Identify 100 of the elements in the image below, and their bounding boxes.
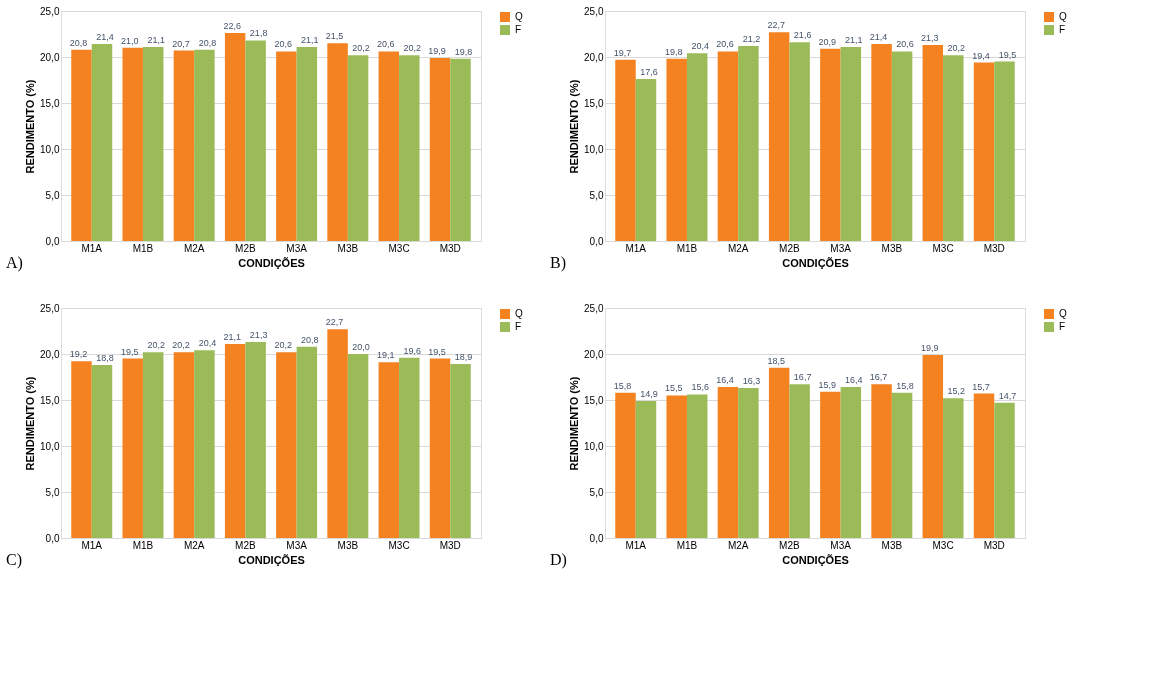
- bar: [450, 58, 471, 241]
- data-label: 20,6: [377, 39, 395, 50]
- bar: [891, 51, 913, 241]
- data-label: 20,8: [198, 37, 217, 48]
- x-tick-label: M3A: [830, 242, 852, 254]
- x-tick-label: M1A: [81, 242, 103, 254]
- bar: [276, 51, 297, 241]
- bar: [91, 365, 113, 538]
- y-tick-label: 20,0: [40, 348, 60, 360]
- x-tick-label: M1B: [132, 242, 154, 254]
- x-tick-label: M1A: [625, 242, 647, 254]
- bar: [994, 402, 1015, 538]
- bar: [224, 33, 246, 241]
- y-tick-label: 5,0: [45, 486, 60, 498]
- bar: [276, 352, 297, 538]
- y-tick-label: 10,0: [40, 440, 60, 452]
- bar: [142, 46, 164, 241]
- data-label: 20,7: [172, 38, 190, 49]
- data-label: 15,2: [947, 386, 966, 397]
- x-tick-label: M3C: [932, 242, 954, 254]
- x-tick-label: M2A: [727, 539, 749, 551]
- data-label: 19,7: [613, 47, 632, 58]
- data-label: 15,5: [664, 383, 683, 394]
- data-label: 14,7: [998, 390, 1017, 401]
- x-tick-label: M3B: [337, 539, 359, 551]
- data-label: 19,8: [664, 46, 683, 57]
- bar: [173, 50, 195, 241]
- data-label: 20,6: [716, 39, 734, 50]
- bar: [296, 46, 318, 241]
- x-axis-title: CONDIÇÕES: [782, 553, 849, 566]
- bar: [429, 57, 451, 241]
- bar: [738, 388, 759, 538]
- legend-label: F: [515, 321, 522, 332]
- data-label: 20,2: [403, 43, 422, 54]
- y-tick-label: 15,0: [40, 97, 60, 109]
- data-label: 16,4: [716, 375, 734, 386]
- bar: [768, 32, 790, 241]
- data-label: 18,8: [96, 353, 114, 364]
- y-tick-label: 0,0: [589, 235, 604, 247]
- data-label: 21,8: [249, 28, 268, 39]
- bar: [922, 45, 944, 241]
- x-tick-label: M3A: [286, 539, 308, 551]
- text: D): [550, 551, 567, 569]
- bar: [142, 352, 164, 538]
- y-axis-title: RENDIMENTO (%): [568, 376, 581, 471]
- bar: [717, 51, 739, 241]
- bar: [635, 79, 657, 241]
- bar: [122, 358, 143, 538]
- bar: [429, 358, 451, 538]
- bar: [378, 362, 400, 538]
- data-label: 19,9: [428, 45, 446, 56]
- bar: [450, 364, 471, 538]
- data-label: 19,5: [428, 346, 446, 357]
- x-tick-label: M1B: [132, 539, 154, 551]
- data-label: 21,6: [793, 30, 812, 41]
- data-label: 15,7: [972, 381, 990, 392]
- x-tick-label: M1B: [676, 242, 698, 254]
- bar: [789, 42, 810, 241]
- x-tick-label: M3B: [881, 539, 903, 551]
- bar: [194, 350, 215, 538]
- data-label: 21,3: [249, 330, 268, 341]
- bar: [71, 361, 92, 538]
- y-tick-label: 10,0: [40, 143, 60, 155]
- data-label: 20,6: [896, 39, 914, 50]
- data-label: 21,3: [921, 33, 939, 44]
- bar: [122, 47, 143, 241]
- text: B): [550, 254, 566, 272]
- bar: [399, 357, 420, 538]
- data-label: 21,5: [325, 31, 344, 42]
- y-tick-label: 0,0: [589, 532, 604, 544]
- bar: [91, 44, 113, 241]
- data-label: 22,7: [767, 20, 785, 31]
- y-tick-label: 20,0: [584, 51, 604, 63]
- data-label: 21,1: [301, 34, 319, 45]
- x-axis-title: CONDIÇÕES: [238, 553, 305, 566]
- y-tick-label: 25,0: [40, 5, 60, 17]
- bar: [224, 343, 246, 538]
- data-label: 15,6: [691, 382, 709, 393]
- data-label: 17,6: [640, 67, 658, 78]
- x-tick-label: M2B: [235, 242, 256, 254]
- y-tick-label: 15,0: [584, 97, 604, 109]
- x-tick-label: M2B: [235, 539, 256, 551]
- data-label: 21,1: [223, 331, 241, 342]
- bar: [922, 354, 944, 538]
- legend-label: F: [515, 24, 522, 35]
- data-label: 15,8: [896, 380, 914, 391]
- bar: [686, 394, 708, 538]
- data-label: 21,1: [147, 34, 165, 45]
- data-label: 22,7: [325, 317, 344, 328]
- bar: [686, 53, 708, 241]
- text: C): [6, 551, 22, 569]
- x-tick-label: M1A: [81, 539, 103, 551]
- bar: [994, 61, 1015, 241]
- data-label: 15,8: [613, 380, 632, 391]
- data-label: 18,9: [454, 352, 473, 363]
- data-label: 16,7: [793, 372, 812, 383]
- y-axis-title: RENDIMENTO (%): [24, 79, 37, 174]
- bar: [615, 392, 636, 538]
- legend-label: Q: [515, 308, 523, 319]
- bar: [871, 44, 892, 241]
